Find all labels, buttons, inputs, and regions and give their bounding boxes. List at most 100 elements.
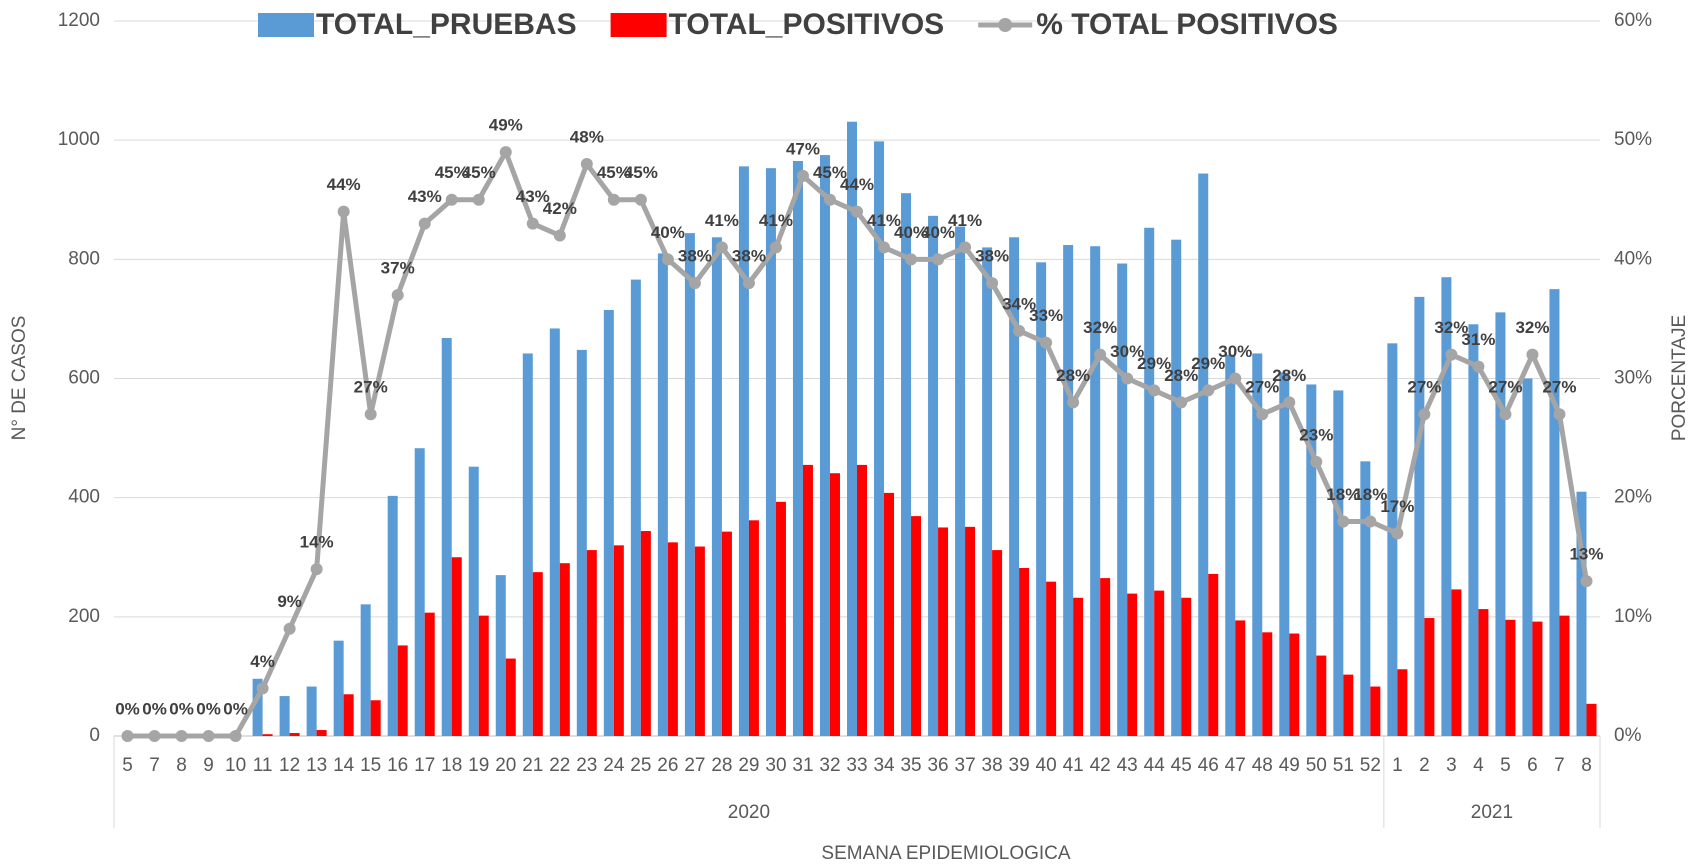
bar bbox=[1181, 597, 1192, 736]
bar bbox=[982, 247, 993, 736]
x-tick-label: 7 bbox=[1554, 755, 1565, 776]
bar bbox=[1235, 620, 1246, 736]
data-label: 0% bbox=[223, 699, 248, 718]
data-label: 41% bbox=[705, 211, 739, 230]
data-label: 0% bbox=[115, 699, 140, 718]
line-marker bbox=[715, 241, 728, 254]
legend-label: % TOTAL POSITIVOS bbox=[1036, 8, 1338, 41]
line-marker bbox=[1391, 527, 1404, 540]
line-marker bbox=[634, 193, 647, 206]
bar bbox=[586, 550, 597, 736]
bar bbox=[640, 531, 651, 736]
line-marker bbox=[742, 277, 755, 290]
line-marker bbox=[1202, 384, 1215, 397]
bar bbox=[1478, 609, 1489, 736]
line-marker bbox=[553, 229, 566, 242]
bar bbox=[630, 279, 641, 736]
bar bbox=[684, 233, 695, 736]
bar bbox=[1387, 343, 1398, 736]
line-marker bbox=[905, 253, 918, 266]
line-marker bbox=[256, 682, 269, 695]
bar bbox=[1198, 173, 1209, 737]
x-tick-label: 36 bbox=[927, 755, 948, 776]
bar bbox=[1468, 324, 1479, 736]
bar bbox=[1451, 589, 1462, 736]
bar bbox=[360, 604, 371, 736]
x-tick-label: 6 bbox=[1527, 755, 1538, 776]
x-tick-label: 24 bbox=[603, 755, 625, 776]
x-tick-label: 5 bbox=[1500, 755, 1511, 776]
line-marker bbox=[1310, 455, 1323, 468]
bar bbox=[1370, 686, 1381, 736]
x-tick-label: 2 bbox=[1419, 755, 1430, 776]
bar bbox=[965, 526, 976, 736]
x-tick-label: 19 bbox=[468, 755, 489, 776]
data-label: 45% bbox=[462, 163, 496, 182]
bar bbox=[1495, 312, 1506, 736]
x-tick-label: 1 bbox=[1392, 755, 1403, 776]
bar bbox=[667, 542, 678, 736]
legend-label: TOTAL_POSITIVOS bbox=[669, 8, 945, 41]
data-label: 27% bbox=[1488, 378, 1522, 397]
legend-swatch bbox=[258, 13, 314, 37]
bar bbox=[603, 309, 614, 736]
bar bbox=[847, 121, 857, 737]
data-label: 44% bbox=[327, 175, 361, 194]
data-label: 9% bbox=[277, 592, 302, 611]
line-marker bbox=[418, 217, 431, 230]
bar bbox=[748, 520, 759, 736]
data-label: 41% bbox=[759, 211, 793, 230]
data-label: 40% bbox=[894, 223, 928, 242]
data-label: 41% bbox=[867, 211, 901, 230]
bar bbox=[387, 495, 398, 736]
bar bbox=[1171, 239, 1182, 736]
bar bbox=[1036, 262, 1047, 736]
y2-axis-title: PORCENTAJE bbox=[1669, 315, 1690, 441]
bar bbox=[1576, 491, 1587, 736]
y2-tick-label: 10% bbox=[1614, 606, 1652, 627]
x-tick-label: 48 bbox=[1252, 755, 1273, 776]
line-marker bbox=[1337, 515, 1350, 528]
y-tick-label: 400 bbox=[68, 487, 100, 508]
line-marker bbox=[202, 730, 215, 742]
bar bbox=[576, 349, 587, 736]
data-label: 14% bbox=[300, 533, 334, 552]
data-label: 49% bbox=[489, 116, 523, 135]
x-tick-label: 27 bbox=[684, 755, 705, 776]
x-tick-label: 37 bbox=[955, 755, 976, 776]
x-tick-label: 49 bbox=[1279, 755, 1300, 776]
x-tick-label: 23 bbox=[576, 755, 597, 776]
bar bbox=[451, 557, 462, 736]
x-tick-label: 22 bbox=[549, 755, 570, 776]
bar bbox=[1046, 581, 1057, 736]
bar bbox=[1306, 384, 1317, 736]
x-tick-label: 12 bbox=[279, 755, 300, 776]
data-label: 32% bbox=[1515, 318, 1549, 337]
bar bbox=[306, 686, 317, 736]
data-label: 23% bbox=[1299, 425, 1333, 444]
data-label: 40% bbox=[921, 223, 955, 242]
x-tick-label: 29 bbox=[738, 755, 759, 776]
x-tick-label: 18 bbox=[441, 755, 462, 776]
data-label: 45% bbox=[813, 163, 847, 182]
bar bbox=[289, 733, 300, 736]
bar bbox=[1090, 246, 1101, 736]
bar bbox=[1505, 619, 1516, 736]
data-label: 38% bbox=[678, 247, 712, 266]
data-label: 45% bbox=[624, 163, 658, 182]
x-tick-label: 9 bbox=[203, 755, 214, 776]
line-marker bbox=[1526, 348, 1539, 361]
line-marker bbox=[1067, 396, 1080, 409]
x-tick-label: 5 bbox=[122, 755, 133, 776]
line-marker bbox=[310, 563, 323, 576]
x-tick-label: 43 bbox=[1117, 755, 1138, 776]
bar bbox=[262, 734, 273, 736]
x-tick-label: 38 bbox=[982, 755, 1003, 776]
x-tick-label: 17 bbox=[414, 755, 435, 776]
x-tick-label: 11 bbox=[253, 755, 273, 776]
data-label: 27% bbox=[354, 378, 388, 397]
bar bbox=[1117, 263, 1128, 736]
bar bbox=[829, 473, 840, 736]
bar bbox=[901, 193, 912, 737]
